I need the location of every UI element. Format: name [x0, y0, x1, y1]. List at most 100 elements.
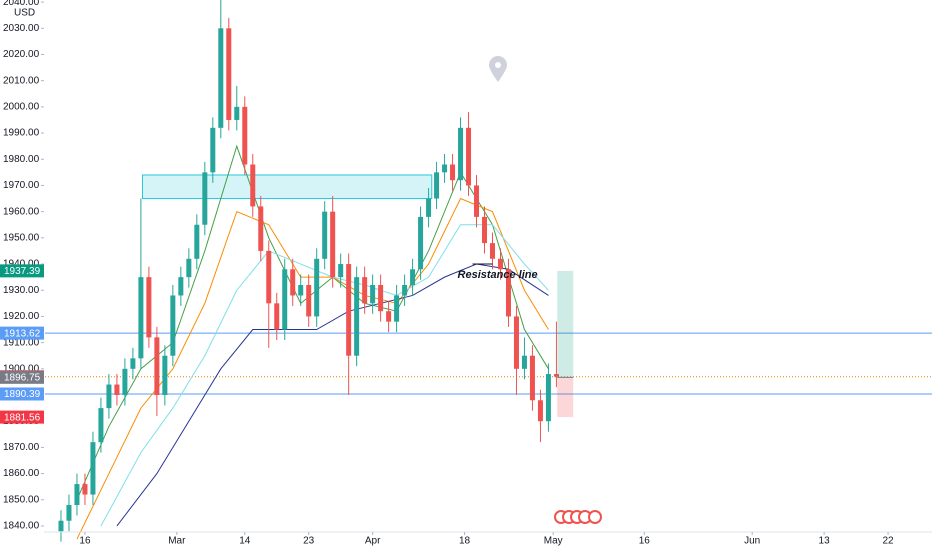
candle-body: [258, 206, 264, 251]
position-target: [557, 270, 574, 378]
y-tick-label: 1970.00: [3, 180, 40, 191]
candle-body: [386, 311, 392, 322]
price-tag-label: 1913.62: [4, 328, 41, 339]
price-tag-label: 1881.56: [4, 412, 41, 423]
y-tick-label: 2010.00: [3, 75, 40, 86]
candle-body: [338, 264, 344, 278]
candle-body: [202, 172, 208, 225]
candle-body: [482, 216, 488, 244]
candle-body: [394, 295, 400, 322]
candle-body: [282, 269, 288, 330]
y-tick-label: 1870.00: [3, 442, 40, 453]
location-pin: [489, 56, 507, 82]
candle-body: [346, 264, 352, 356]
price-tag: [0, 370, 44, 384]
x-tick-label: 16: [639, 536, 651, 547]
candle-body: [226, 28, 232, 120]
candle-body: [370, 284, 376, 304]
y-tick-label: 1860.00: [3, 468, 40, 479]
plot-area: Resistance line: [45, 0, 932, 542]
price-tag-label: 1896.75: [4, 372, 41, 383]
candle-body: [266, 250, 272, 304]
candle-body: [505, 269, 511, 317]
y-tick-label: 1850.00: [3, 494, 40, 505]
candle-body: [442, 164, 448, 173]
candle-body: [234, 106, 240, 120]
candle-body: [458, 127, 464, 181]
y-tick-label: 2040.00: [3, 0, 40, 8]
candle-body: [130, 358, 136, 369]
candle-body: [154, 337, 160, 396]
y-tick-label: 2030.00: [3, 23, 40, 34]
candle-body: [521, 355, 527, 369]
candle-body: [330, 211, 336, 278]
candle-body: [497, 258, 503, 270]
candle-body: [298, 284, 304, 296]
x-tick-label: 18: [459, 536, 471, 547]
y-tick-label: 1840.00: [3, 521, 40, 532]
candle-body: [66, 505, 72, 521]
candle-body: [186, 258, 192, 278]
candle-body: [466, 127, 472, 186]
candle-body: [242, 106, 248, 165]
candle-body: [98, 408, 104, 443]
zone: [141, 174, 433, 200]
candle-body: [218, 28, 224, 128]
y-tick-label: 1900.00: [3, 363, 40, 374]
y-tick-label: 1930.00: [3, 285, 40, 296]
candle-body: [210, 127, 216, 173]
event-icons[interactable]: [554, 510, 602, 524]
currency-label: USD: [14, 8, 35, 19]
x-tick-label: 23: [303, 536, 315, 547]
price-tag: [0, 387, 44, 401]
candle-body: [354, 277, 360, 356]
candle-body: [322, 211, 328, 259]
candle-body: [489, 243, 495, 259]
candle-body: [378, 284, 384, 312]
candle-body: [410, 269, 416, 285]
event-icon[interactable]: [588, 510, 602, 524]
price-tag: [0, 326, 44, 340]
candle-body: [114, 384, 120, 396]
candle-body: [106, 384, 112, 409]
price-tag-label: 1937.39: [4, 266, 41, 277]
candle-body: [306, 284, 312, 317]
x-tick-label: 14: [239, 536, 251, 547]
annotation: Resistance line: [458, 269, 538, 281]
y-tick-label: 2020.00: [3, 49, 40, 60]
candle-body: [58, 520, 64, 532]
candle-body: [362, 277, 368, 304]
axes: 1840.001850.001860.001870.001880.001890.…: [0, 0, 894, 547]
candle-body: [426, 198, 432, 217]
y-tick-label: 1950.00: [3, 232, 40, 243]
candle-body: [450, 164, 456, 181]
y-tick-label: 1940.00: [3, 259, 40, 270]
candle-body: [162, 355, 168, 396]
x-tick-label: 16: [79, 536, 91, 547]
candle-body: [178, 277, 184, 296]
candle-body: [82, 484, 88, 495]
x-tick-label: Mar: [168, 536, 186, 547]
x-tick-label: Apr: [365, 536, 381, 547]
candle-body: [74, 484, 80, 506]
candle-body: [402, 284, 408, 296]
candle-body: [418, 216, 424, 270]
candle-body: [513, 316, 519, 369]
y-tick-label: 1990.00: [3, 128, 40, 139]
candle-body: [545, 374, 551, 422]
y-tick-label: 1920.00: [3, 311, 40, 322]
y-tick-label: 1980.00: [3, 154, 40, 165]
candle-body: [474, 185, 480, 217]
candle-body: [434, 172, 440, 199]
candle-body: [90, 442, 96, 495]
y-tick-label: 1910.00: [3, 337, 40, 348]
price-tag-label: 1890.39: [4, 389, 41, 400]
x-tick-label: May: [544, 536, 563, 547]
candle-body: [122, 368, 128, 396]
candle-body: [146, 277, 152, 338]
moving-average: [116, 263, 549, 527]
candle-body: [529, 355, 535, 401]
